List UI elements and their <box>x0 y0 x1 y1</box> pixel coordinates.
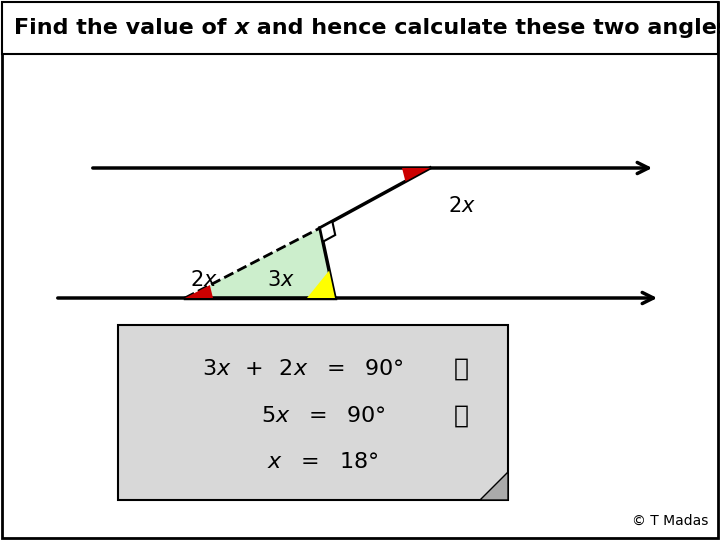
Text: © T Madas: © T Madas <box>631 514 708 528</box>
Text: $5x$  $=$  $90°$: $5x$ $=$ $90°$ <box>261 406 385 426</box>
Text: 📋: 📋 <box>454 404 469 428</box>
Polygon shape <box>402 168 430 181</box>
Bar <box>2 2 718 54</box>
Text: $x$  $=$  $18°$: $x$ $=$ $18°$ <box>267 451 379 471</box>
Text: $2x$: $2x$ <box>448 196 476 216</box>
Polygon shape <box>307 271 335 298</box>
Text: 📋: 📋 <box>454 357 469 381</box>
Polygon shape <box>480 472 508 500</box>
Text: $3x$: $3x$ <box>267 270 294 290</box>
Text: x: x <box>235 18 249 38</box>
Text: $3x$  $+$  $2x$  $=$  $90°$: $3x$ $+$ $2x$ $=$ $90°$ <box>202 359 404 379</box>
Text: Find the value of: Find the value of <box>14 18 234 38</box>
Polygon shape <box>185 285 213 298</box>
Polygon shape <box>185 228 335 298</box>
Polygon shape <box>320 221 336 242</box>
Bar <box>118 325 508 500</box>
Text: $2x$: $2x$ <box>190 270 218 290</box>
Text: and hence calculate these two angles: and hence calculate these two angles <box>249 18 720 38</box>
